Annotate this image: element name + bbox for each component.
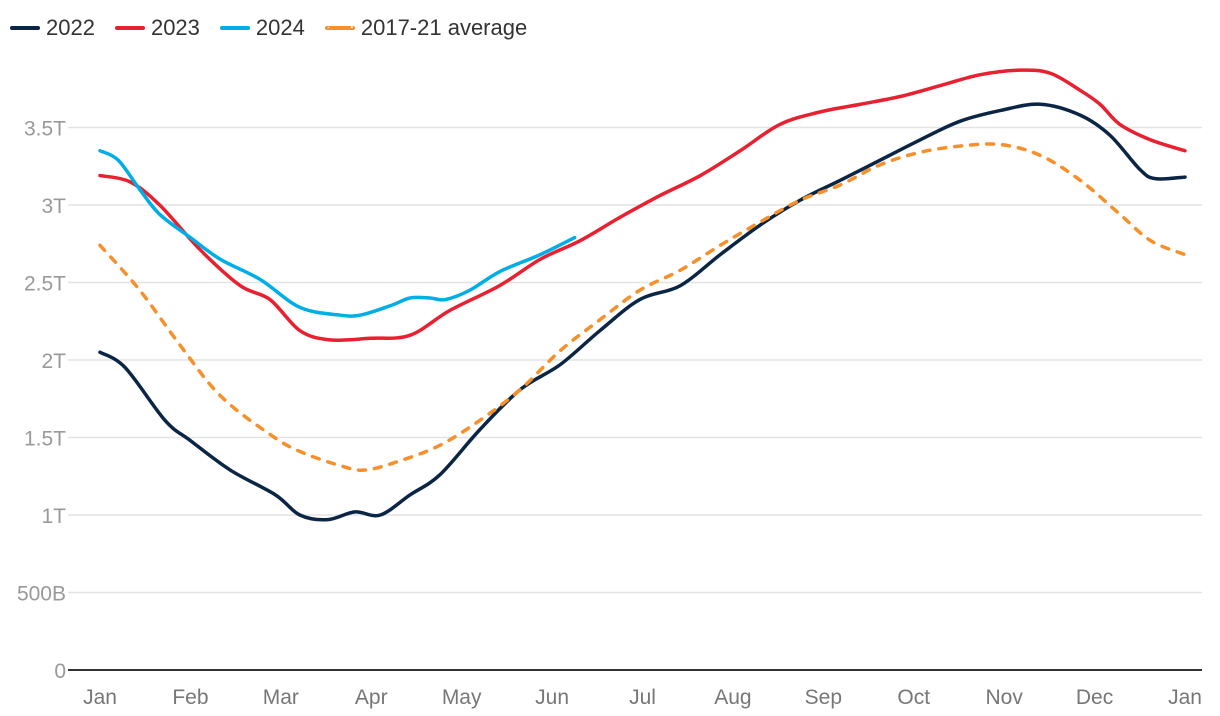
legend-label: 2017-21 average	[360, 15, 528, 40]
y-tick-label: 1.5T	[24, 428, 66, 451]
x-tick-label: Oct	[897, 686, 930, 709]
x-tick-label: Jan	[83, 686, 117, 709]
legend-item-2023[interactable]: 2023	[114, 15, 200, 41]
x-tick-label: Nov	[985, 686, 1023, 709]
y-tick-label: 500B	[17, 583, 66, 606]
x-tick-label: Jun	[535, 686, 569, 709]
legend-label: 2023	[150, 15, 200, 40]
legend-label: 2022	[46, 15, 95, 40]
x-tick-label: May	[442, 686, 482, 709]
y-tick-label: 2T	[41, 350, 66, 373]
y-tick-label: 3.5T	[24, 118, 66, 141]
x-tick-label: Aug	[714, 686, 751, 709]
y-tick-label: 1T	[41, 505, 66, 528]
legend-swatch-2023	[114, 26, 145, 30]
x-tick-label: Apr	[355, 686, 388, 709]
chart-legend: 2022 2023 2024 2017-21 average	[10, 15, 527, 41]
x-tick-label: Jan	[1168, 686, 1202, 709]
series-line-2024	[98, 149, 577, 318]
x-tick-label: Sep	[805, 686, 842, 709]
y-tick-label: 2.5T	[24, 273, 66, 296]
legend-swatch-2024	[219, 26, 250, 30]
series-line-2023	[98, 68, 1187, 343]
legend-item-2024[interactable]: 2024	[219, 15, 305, 41]
legend-swatch-average	[324, 26, 355, 30]
legend-label: 2024	[255, 15, 305, 40]
x-tick-label: Dec	[1076, 686, 1113, 709]
legend-swatch-2022	[10, 26, 40, 30]
x-tick-label: Feb	[172, 686, 208, 709]
legend-item-average[interactable]: 2017-21 average	[324, 15, 528, 41]
legend-item-2022[interactable]: 2022	[10, 15, 95, 41]
y-tick-label: 3T	[41, 195, 66, 218]
y-tick-label: 0	[54, 660, 66, 683]
series-line-2022	[98, 102, 1187, 522]
x-tick-label: Mar	[263, 686, 299, 709]
x-tick-label: Jul	[629, 686, 656, 709]
series-line-2017-21-average	[98, 142, 1187, 472]
